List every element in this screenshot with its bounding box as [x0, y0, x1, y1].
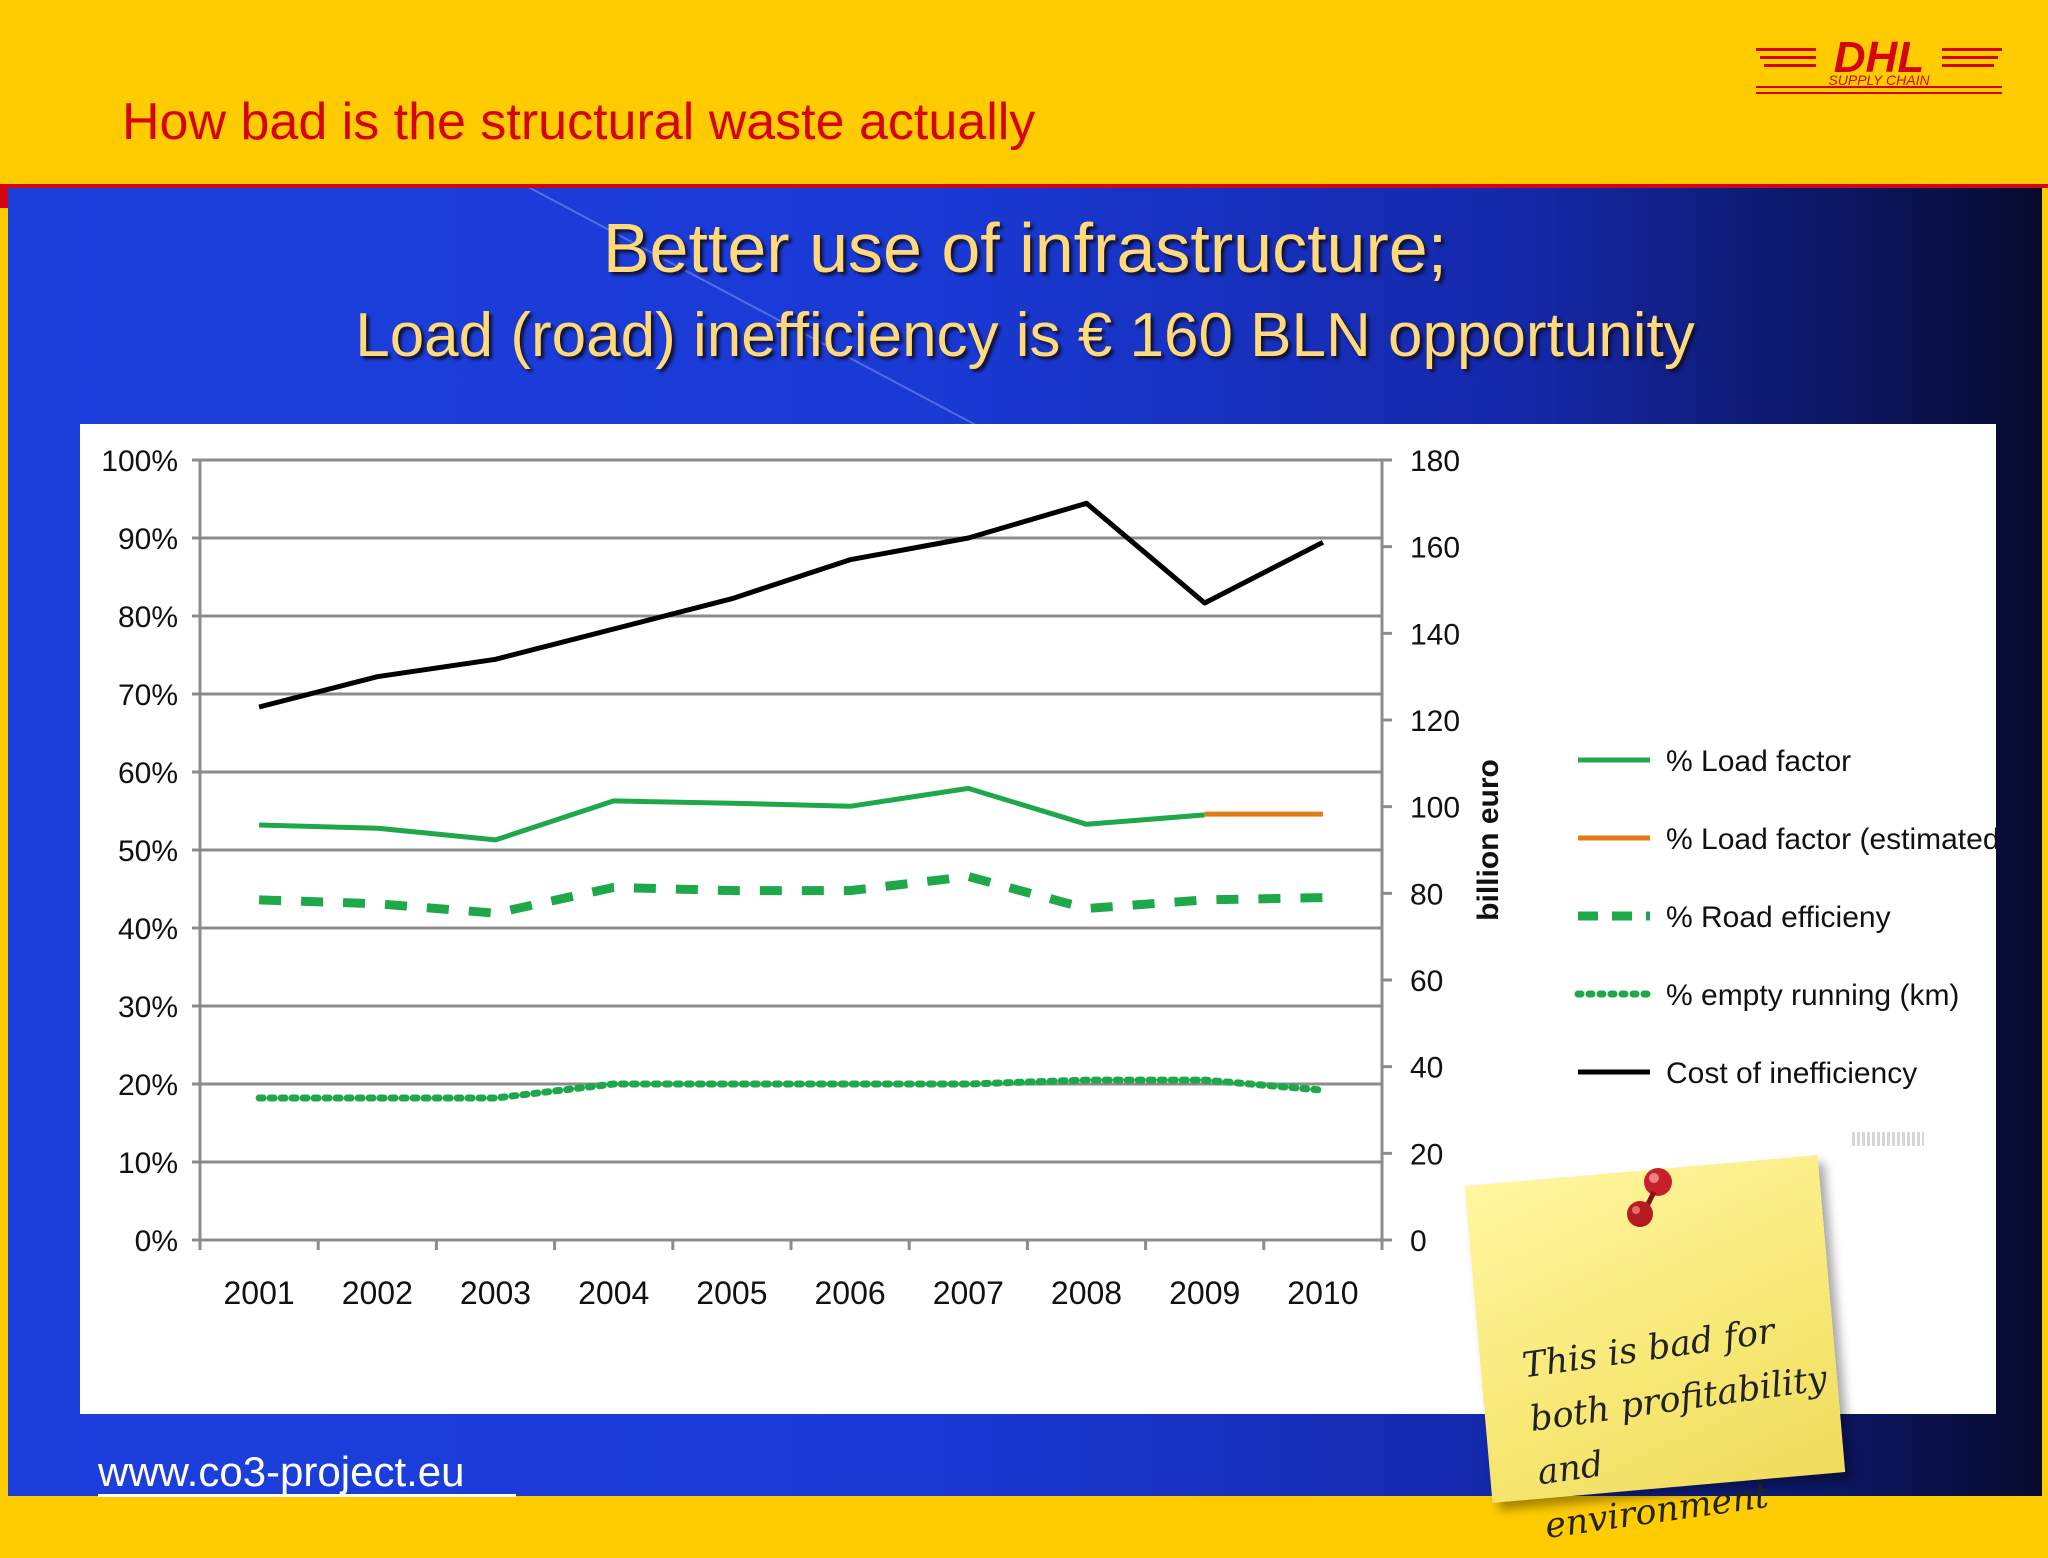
header-divider: [0, 184, 2048, 188]
y-right-tick-label: 40: [1410, 1052, 1443, 1085]
y-right-tick-label: 60: [1410, 965, 1443, 998]
x-tick-label: 2009: [1169, 1275, 1240, 1311]
legend-label-5: Cost of inefficiency: [1666, 1057, 1917, 1090]
y-left-tick-label: 10%: [118, 1147, 178, 1180]
y-right-tick-label: 100: [1410, 792, 1460, 825]
y-right-axis-label: billion euro: [1472, 759, 1505, 921]
logo-subtext: SUPPLY CHAIN: [1828, 72, 1930, 88]
small-print: [1852, 1132, 1924, 1146]
y-left-tick-label: 30%: [118, 991, 178, 1024]
x-tick-label: 2005: [696, 1275, 767, 1311]
y-left-tick-label: 20%: [118, 1069, 178, 1102]
line-chart: 0% 10% 20% 30% 40% 50% 60% 70% 80% 90% 100% 0 20 40 60…: [101, 445, 2009, 1311]
series-line-4: [255, 1076, 1327, 1102]
y-left-tick-label: 50%: [118, 835, 178, 868]
page-title: How bad is the structural waste actually: [122, 93, 1036, 151]
legend-label-3: % Road efficieny: [1666, 901, 1891, 934]
y-left-tick-label: 40%: [118, 913, 178, 946]
y-left-tick-label: 90%: [118, 523, 178, 556]
y-left-tick-label: 80%: [118, 601, 178, 634]
y-right-tick-label: 140: [1410, 618, 1460, 651]
x-tick-label: 2003: [460, 1275, 531, 1311]
logo-wordmark: DHL: [1834, 34, 1924, 82]
slide-panel: Better use of infrastructure; Load (road…: [8, 188, 2042, 1496]
x-tick-label: 2006: [815, 1275, 886, 1311]
x-tick-label: 2001: [224, 1275, 295, 1311]
header-accent: [0, 186, 8, 208]
y-left-tick-label: 0%: [135, 1225, 178, 1258]
footer-url-link[interactable]: www.co3-project.eu: [98, 1448, 465, 1495]
x-tick-label: 2004: [578, 1275, 649, 1311]
y-left-tick-label: 100%: [101, 445, 178, 478]
sticky-note-text: This is bad for both profitability and e…: [1519, 1298, 1846, 1554]
y-right-tick-label: 160: [1410, 532, 1460, 565]
legend-label-2: % Load factor (estimated): [1666, 823, 1996, 856]
y-right-tick-label: 0: [1410, 1225, 1427, 1258]
y-right-tick-label: 20: [1410, 1138, 1443, 1171]
slide-subtitle: Load (road) inefficiency is € 160 BLN op…: [355, 301, 1695, 370]
footer-url-underline: [98, 1494, 516, 1497]
x-tick-label: 2007: [933, 1275, 1004, 1311]
legend-label-4: % empty running (km): [1666, 979, 1959, 1012]
dhl-logo: DHL SUPPLY CHAIN: [1756, 34, 2002, 94]
y-left-tick-label: 70%: [118, 679, 178, 712]
x-tick-label: 2002: [342, 1275, 413, 1311]
header-bar: [0, 0, 2048, 186]
series-line-1: [259, 785, 1205, 843]
y-right-tick-label: 80: [1410, 878, 1443, 911]
pushpin-icon: [1627, 1168, 1672, 1227]
chart-area: 0% 10% 20% 30% 40% 50% 60% 70% 80% 90% 100% 0 20 40 60…: [80, 424, 2010, 1414]
series-line-3: [258, 872, 1323, 918]
y-right-tick-label: 180: [1410, 445, 1460, 478]
series-line-5: [258, 500, 1325, 710]
y-right-tick-label: 120: [1410, 705, 1460, 738]
x-tick-label: 2010: [1287, 1275, 1358, 1311]
y-left-tick-label: 60%: [118, 757, 178, 790]
x-tick-label: 2008: [1051, 1275, 1122, 1311]
slide-title: Better use of infrastructure;: [602, 209, 1448, 287]
legend-label-1: % Load factor: [1666, 745, 1851, 778]
